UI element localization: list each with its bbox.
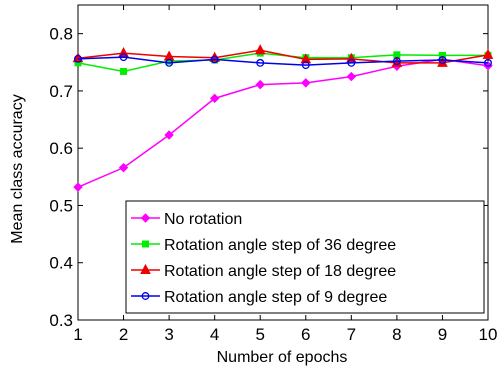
series-line (77, 49, 489, 64)
y-tick-label: 0.5 (49, 196, 73, 215)
data-point (254, 44, 266, 55)
y-axis-label: Mean class accuracy (9, 94, 26, 243)
legend-item: Rotation angle step of 9 degree (131, 289, 387, 306)
data-point (484, 58, 492, 67)
data-point (392, 57, 401, 66)
data-point (482, 48, 494, 59)
data-point (165, 58, 174, 67)
y-tick-label: 0.4 (49, 254, 73, 273)
data-point (255, 79, 265, 90)
data-point (73, 182, 83, 192)
data-point (118, 162, 129, 173)
series-4 (74, 53, 492, 70)
x-tick-label: 3 (164, 325, 173, 344)
y-tick-label: 0.8 (49, 25, 73, 44)
legend-item: Rotation angle step of 18 degree (131, 263, 396, 280)
legend-label: Rotation angle step of 36 degree (164, 237, 396, 254)
legend-label: No rotation (164, 211, 242, 228)
x-tick-label: 10 (479, 325, 498, 344)
data-point (256, 58, 265, 67)
x-tick-label: 5 (255, 325, 264, 344)
x-axis-label: Number of epochs (217, 349, 348, 366)
data-point (347, 58, 356, 67)
y-tick-label: 0.7 (49, 82, 73, 101)
data-point (301, 78, 311, 88)
x-tick-label: 1 (73, 325, 82, 344)
legend-marker (142, 240, 149, 248)
data-point (346, 71, 357, 82)
data-point (119, 53, 128, 62)
legend-box (125, 200, 485, 314)
data-point (120, 67, 128, 75)
legend-label: Rotation angle step of 9 degree (164, 289, 387, 306)
series-layer (72, 44, 494, 192)
series-line (77, 56, 489, 66)
legend: No rotation Rotation angle step of 36 deg… (125, 200, 485, 314)
x-tick-label: 7 (347, 325, 356, 344)
x-tick-label: 2 (119, 325, 128, 344)
data-point (164, 130, 174, 140)
legend-item: No rotation (131, 211, 242, 228)
y-tick-label: 0.6 (49, 139, 73, 158)
data-point (438, 56, 447, 64)
x-tick-label: 4 (210, 325, 219, 344)
x-tick-label: 6 (301, 325, 310, 344)
x-tick-label: 9 (438, 325, 447, 344)
legend-marker (141, 292, 150, 300)
ticks-layer: 1 2 3 4 5 6 7 8 9 10 0.3 0.4 0.5 0.6 0.7 0.8 (49, 5, 497, 344)
data-point (210, 55, 219, 64)
legend-label: Rotation angle step of 18 degree (164, 263, 396, 280)
legend-marker (140, 213, 151, 223)
data-point (209, 93, 220, 104)
x-tick-label: 8 (392, 325, 401, 344)
legend-item: Rotation angle step of 36 degree (131, 237, 396, 254)
y-tick-label: 0.3 (49, 311, 73, 330)
data-point (74, 54, 82, 63)
legend-marker (140, 263, 151, 274)
data-point (301, 61, 310, 70)
data-point (300, 53, 312, 64)
